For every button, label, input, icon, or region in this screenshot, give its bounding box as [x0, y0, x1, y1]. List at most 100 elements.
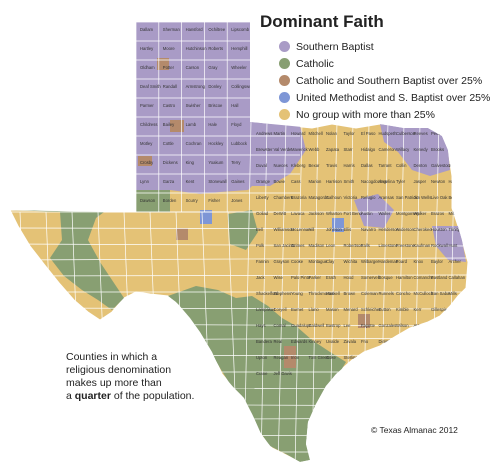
- county-label: Chambers: [274, 195, 293, 200]
- catholic-region-panhandle: [136, 190, 170, 212]
- county-label: Scurry: [186, 198, 199, 203]
- county-label: Jim Wells: [414, 195, 432, 200]
- county-label: Karnes: [431, 323, 444, 328]
- legend-item-methodist-and-baptist: United Methodist and S. Baptist over 25%: [279, 89, 490, 106]
- county-label: Jackson: [309, 211, 325, 216]
- county-label: Webb: [309, 147, 321, 152]
- county-label: Liberty: [256, 195, 269, 200]
- county-label: Knox: [414, 259, 424, 264]
- county-label: Ochiltree: [208, 27, 225, 32]
- county-label: Hays: [256, 323, 266, 328]
- county-label: Zavala: [344, 339, 357, 344]
- county-label: Jim Hogg: [449, 147, 467, 152]
- county-label: Collingsworth: [231, 84, 257, 89]
- county-label: Haskell: [326, 291, 340, 296]
- county-label: Callahan: [449, 275, 466, 280]
- county-label: Limestone: [379, 243, 399, 248]
- legend-swatch-methodist-and-baptist: [279, 92, 290, 103]
- county-label: Hemphill: [231, 46, 247, 51]
- county-label: Mills: [449, 291, 457, 296]
- county-label: Dallam: [140, 27, 154, 32]
- county-label: Angelina: [379, 179, 396, 184]
- county-label: Denton: [414, 163, 428, 168]
- county-label: Ward: [414, 355, 425, 360]
- county-label: Polk: [256, 243, 265, 248]
- county-label: Medina: [449, 323, 463, 328]
- county-label: Lavaca: [291, 211, 305, 216]
- baptist-region-northeast: [380, 124, 450, 176]
- county-label: Hood: [344, 275, 355, 280]
- county-label: Reagan: [274, 355, 289, 360]
- county-label: McCulloch: [414, 291, 434, 296]
- legend-item-catholic-and-baptist: Catholic and Southern Baptist over 25%: [279, 72, 490, 89]
- county-label: Rockwall: [431, 243, 448, 248]
- county-label: McMullen: [414, 339, 433, 344]
- county-label: Hansford: [186, 27, 204, 32]
- county-label: Oldham: [140, 65, 155, 70]
- county-label: Live Oak: [431, 195, 448, 200]
- county-label: Dallas: [361, 163, 373, 168]
- caption-emphasis: quarter: [74, 390, 111, 402]
- county-label: Val Verde: [274, 147, 293, 152]
- county-label: Terrell: [449, 339, 460, 344]
- caption-line: religious denomination: [66, 364, 172, 376]
- county-label: Calhoun: [326, 195, 342, 200]
- county-label: Atascosa: [414, 323, 432, 328]
- county-label: Palo Pinto: [291, 275, 311, 280]
- county-label: Sutton: [379, 307, 392, 312]
- county-label: Hartley: [140, 46, 154, 51]
- county-label: Victoria: [344, 195, 359, 200]
- county-label: Aransas: [379, 195, 394, 200]
- cath-sb-county-4: [176, 228, 188, 240]
- county-label: DeWitt: [274, 211, 287, 216]
- caption-suffix: of the population.: [110, 390, 195, 402]
- county-label: Bosque: [379, 275, 394, 280]
- county-label: Andrews: [256, 131, 272, 136]
- county-label: King: [186, 160, 195, 165]
- county-label: Anderson: [396, 227, 415, 232]
- county-label: Donley: [208, 84, 222, 89]
- county-label: Swisher: [186, 103, 201, 108]
- cath-sb-county-3: [138, 156, 152, 166]
- county-label: Kenedy: [414, 147, 429, 152]
- county-label: Crane: [256, 371, 268, 376]
- county-label: Hidalgo: [361, 147, 376, 152]
- legend-label: No group with more than 25%: [296, 108, 435, 121]
- county-label: Bandera: [256, 339, 273, 344]
- county-label: Edwards: [291, 339, 307, 344]
- county-label: Coryell: [274, 307, 287, 312]
- legend: Southern Baptist Catholic Catholic and S…: [279, 38, 490, 123]
- county-label: Wise: [274, 275, 284, 280]
- county-label: Howard: [291, 131, 306, 136]
- county-label: San Saba: [431, 291, 450, 296]
- catholic-region-center: [228, 210, 258, 250]
- county-label: Trinity: [449, 227, 461, 232]
- map-caption: Counties in which a religious denominati…: [66, 351, 216, 403]
- county-label: Madison: [309, 243, 325, 248]
- county-label: Bee: [449, 195, 457, 200]
- county-label: Wilbarger: [361, 259, 380, 264]
- county-label: Fannin: [256, 259, 269, 264]
- caption-prefix: a: [66, 390, 75, 402]
- county-label: Armstrong: [186, 84, 206, 89]
- county-label: Newton: [431, 179, 446, 184]
- caption-line: makes up more than: [66, 377, 162, 389]
- county-label: Hall: [231, 103, 238, 108]
- baptist-region-north-central: [250, 122, 306, 186]
- county-label: Hockley: [208, 141, 224, 146]
- county-label: Bell: [256, 227, 263, 232]
- county-label: Baylor: [431, 259, 443, 264]
- county-label: Loving: [449, 355, 462, 360]
- county-label: Burnet: [291, 307, 304, 312]
- county-label: Fayette: [361, 323, 376, 328]
- baptist-region-east: [354, 194, 394, 228]
- county-label: Travis: [326, 163, 337, 168]
- county-label: Frio: [361, 339, 369, 344]
- county-label: Reeves: [414, 131, 428, 136]
- county-label: Pecos: [431, 131, 443, 136]
- county-label: Refugio: [361, 195, 376, 200]
- county-label: Culberson: [396, 131, 416, 136]
- county-label: Uvalde: [326, 339, 340, 344]
- county-label: Hamilton: [396, 275, 413, 280]
- county-label: Hale: [208, 122, 217, 127]
